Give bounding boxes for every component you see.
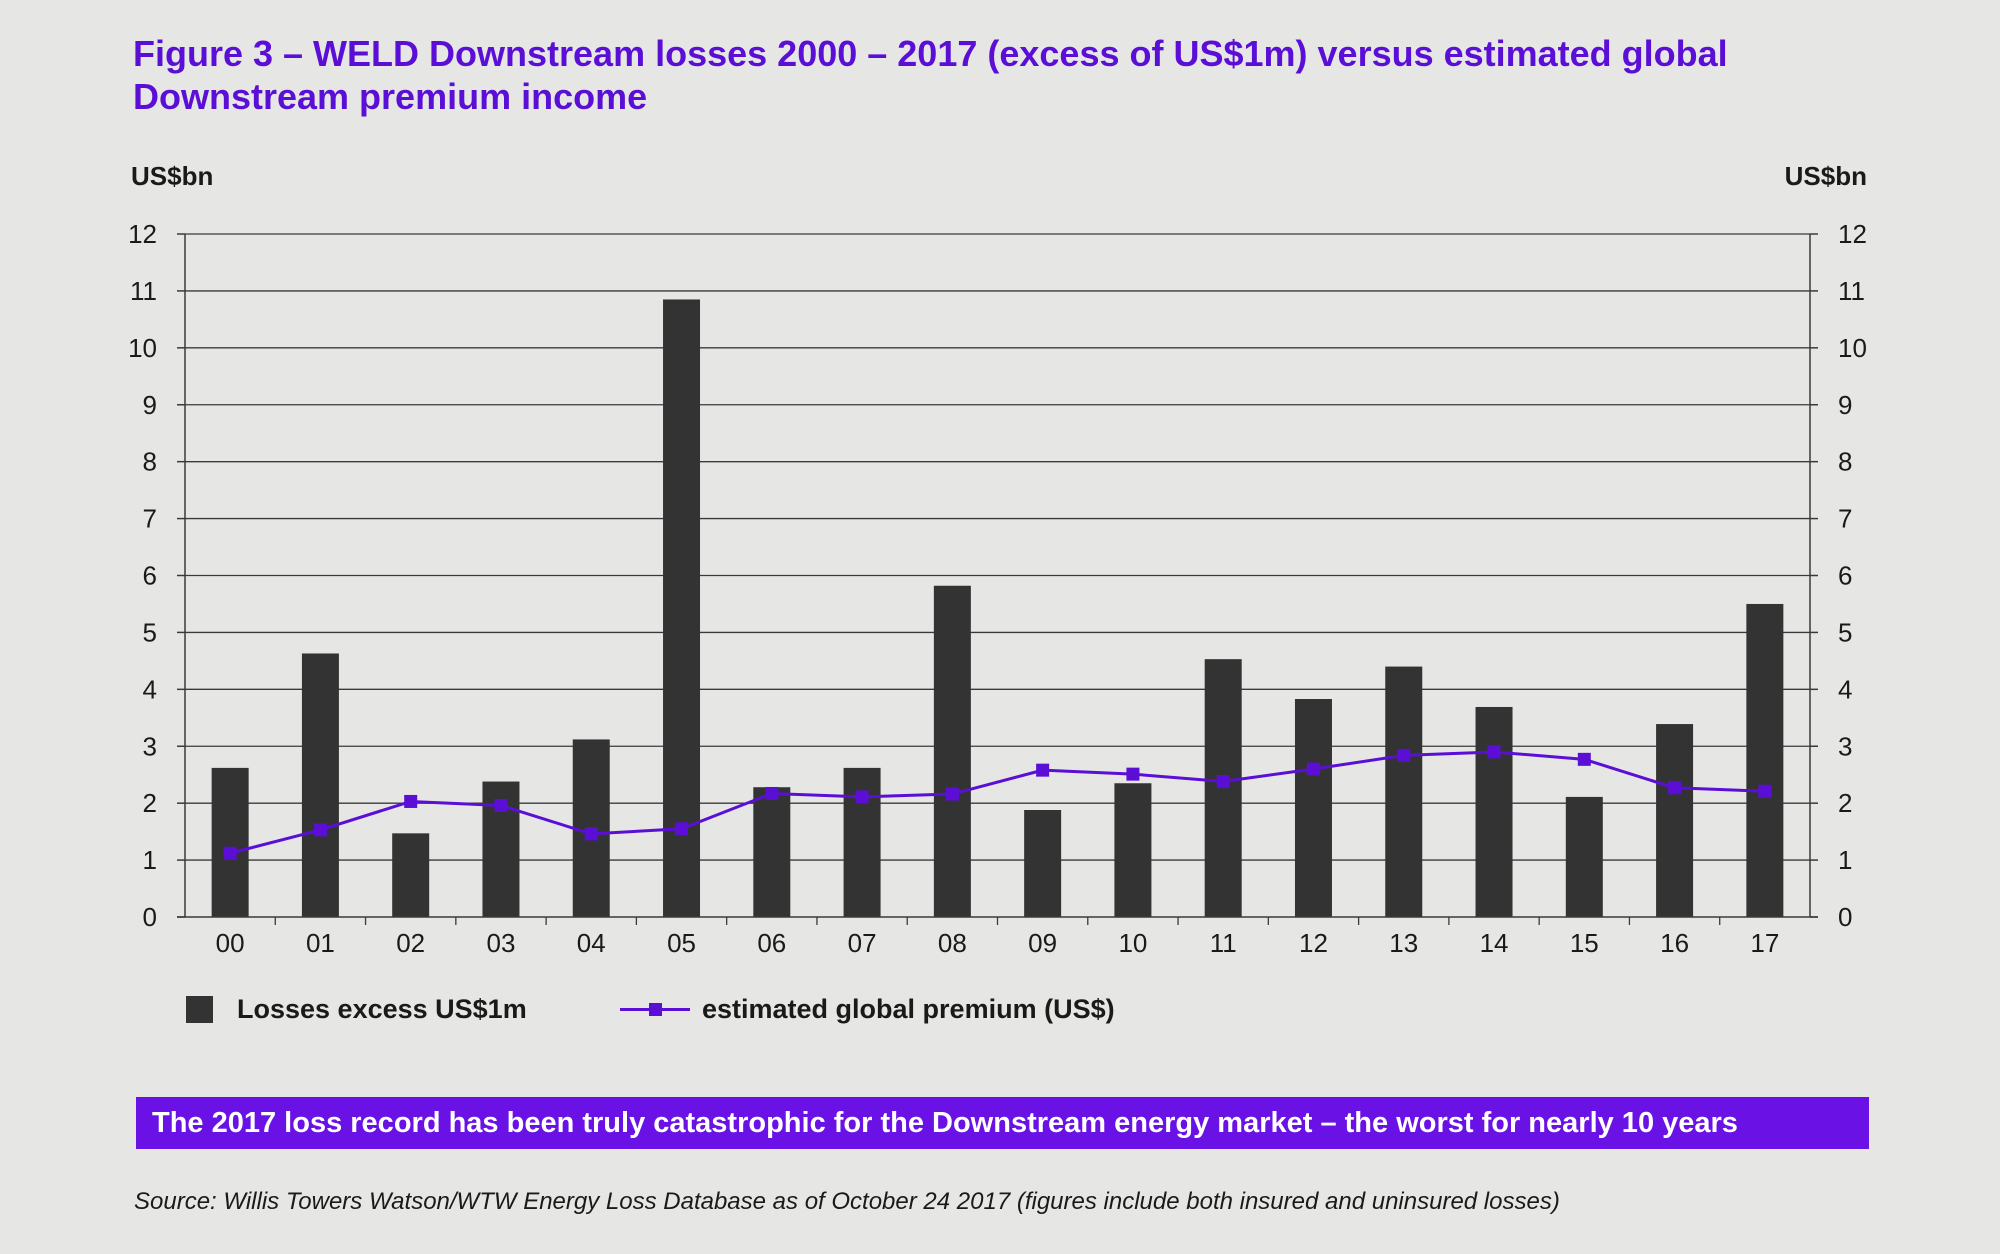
y-tick-label-right: 0 <box>1838 902 1852 932</box>
x-tick-label: 01 <box>306 928 335 958</box>
y-tick-label-left: 4 <box>143 674 157 704</box>
x-tick-label: 11 <box>1210 928 1237 958</box>
x-tick-label: 10 <box>1118 928 1147 958</box>
line-point <box>945 787 959 801</box>
y-tick-label-right: 8 <box>1838 447 1852 477</box>
y-tick-label-right: 4 <box>1838 674 1852 704</box>
y-tick-label-right: 7 <box>1838 504 1852 534</box>
y-tick-label-left: 6 <box>143 561 157 591</box>
x-tick-labels: 00 01 02 03 04 05 06 07 08 09 10 11 12 13 14 15 16 17 <box>216 928 1780 958</box>
x-tick-label: 09 <box>1028 928 1057 958</box>
bar <box>1656 724 1694 917</box>
x-tick-label: 13 <box>1389 928 1418 958</box>
line-point <box>584 827 598 841</box>
bar <box>843 767 881 917</box>
line-series <box>223 745 1772 860</box>
x-tick-label: 07 <box>848 928 877 958</box>
line-point <box>1397 748 1411 762</box>
y-tick-label-left: 1 <box>143 845 157 875</box>
bar <box>1746 603 1784 917</box>
x-tick-label: 15 <box>1570 928 1599 958</box>
y-tick-label-right: 12 <box>1838 219 1867 249</box>
x-tick-label: 05 <box>667 928 696 958</box>
y-tick-label-right: 6 <box>1838 561 1852 591</box>
legend-bar-swatch <box>186 996 213 1023</box>
line-point <box>1306 762 1320 776</box>
x-tick-label: 04 <box>577 928 606 958</box>
x-tick-label: 16 <box>1660 928 1689 958</box>
y-tick-label-left: 7 <box>143 504 157 534</box>
line-point <box>855 790 869 804</box>
x-tick-label: 03 <box>487 928 516 958</box>
y-tick-label-left: 2 <box>143 788 157 818</box>
axes <box>177 233 1818 925</box>
line-point <box>494 798 508 812</box>
y-tick-label-left: 12 <box>128 219 157 249</box>
bar <box>211 767 249 917</box>
bar <box>1385 666 1423 917</box>
premium-line <box>229 750 1765 855</box>
bar <box>1565 796 1603 917</box>
line-point <box>1668 781 1682 795</box>
gridlines <box>185 233 1810 861</box>
x-tick-label: 17 <box>1750 928 1779 958</box>
y-tick-label-right: 2 <box>1838 788 1852 818</box>
line-point <box>765 786 779 800</box>
line-point <box>1487 745 1501 759</box>
chart-title: Figure 3 – WELD Downstream losses 2000 –… <box>133 33 1728 117</box>
x-tick-label: 12 <box>1299 928 1328 958</box>
right-axis-unit: US$bn <box>1784 161 1867 191</box>
highlight-banner: The 2017 loss record has been truly cata… <box>136 1097 1869 1149</box>
line-point <box>1126 767 1140 781</box>
line-point <box>223 846 237 860</box>
line-point <box>1577 752 1591 766</box>
x-tick-label: 00 <box>216 928 245 958</box>
y-tick-label-left: 3 <box>143 731 157 761</box>
bar <box>1114 783 1152 917</box>
y-tick-label-left: 5 <box>143 617 157 647</box>
y-tick-label-left: 0 <box>143 902 157 932</box>
line-point <box>313 823 327 837</box>
y-tick-label-right: 1 <box>1838 845 1852 875</box>
bar <box>1024 809 1062 917</box>
y-tick-label-left: 8 <box>143 447 157 477</box>
bar <box>1294 699 1332 917</box>
bar <box>933 585 971 917</box>
y-tick-label-right: 11 <box>1838 276 1865 306</box>
y-tick-label-right: 5 <box>1838 617 1852 647</box>
x-tick-label: 06 <box>757 928 786 958</box>
legend-label-losses: Losses excess US$1m <box>237 994 527 1024</box>
line-point <box>1036 763 1050 777</box>
bar <box>1475 706 1513 917</box>
bar <box>1204 659 1242 917</box>
line-point <box>675 822 689 836</box>
x-tick-label: 02 <box>396 928 425 958</box>
legend-item-premium: estimated global premium (US$) <box>620 994 1115 1025</box>
y-tick-label-right: 10 <box>1838 333 1867 363</box>
line-point <box>404 794 418 808</box>
x-tick-label: 08 <box>938 928 967 958</box>
bar <box>663 299 701 917</box>
bar <box>753 787 791 917</box>
line-point <box>1758 784 1772 798</box>
y-tick-label-right: 3 <box>1838 731 1852 761</box>
bar-series <box>211 299 1784 917</box>
legend-item-losses: Losses excess US$1m <box>186 994 527 1025</box>
x-tick-label: 14 <box>1480 928 1509 958</box>
legend-line-swatch <box>620 996 690 1023</box>
legend-label-premium: estimated global premium (US$) <box>702 994 1115 1024</box>
line-point <box>1216 775 1230 789</box>
bar <box>392 833 430 917</box>
y-tick-label-left: 10 <box>128 333 157 363</box>
y-tick-label-left: 9 <box>143 390 157 420</box>
source-note: Source: Willis Towers Watson/WTW Energy … <box>134 1188 1560 1215</box>
bar <box>301 653 339 917</box>
left-axis-unit: US$bn <box>131 161 214 191</box>
y-tick-label-left: 11 <box>130 276 157 306</box>
y-tick-label-right: 9 <box>1838 390 1852 420</box>
